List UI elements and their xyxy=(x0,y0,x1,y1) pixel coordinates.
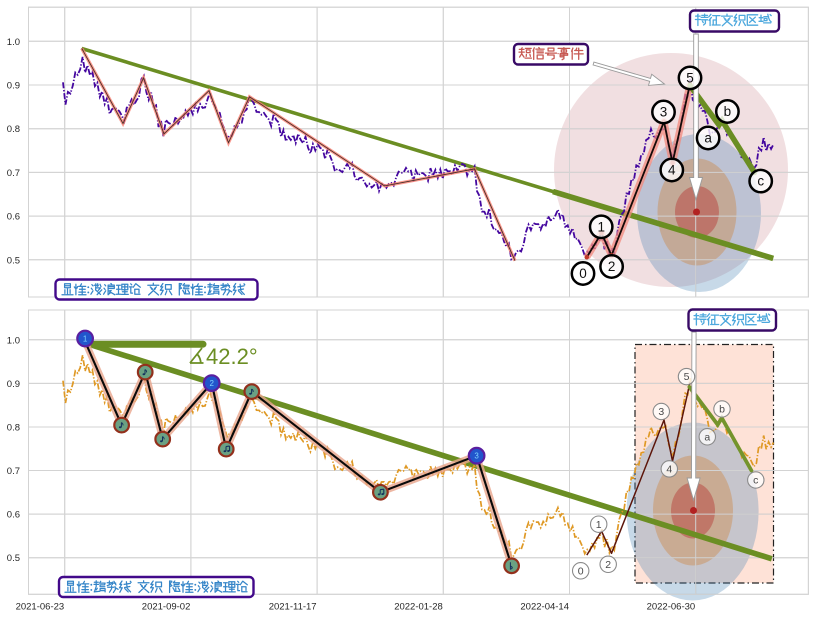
svg-text:2021-11-17: 2021-11-17 xyxy=(269,602,317,613)
svg-text:0.5: 0.5 xyxy=(7,553,20,564)
svg-text:4: 4 xyxy=(668,163,676,178)
svg-text:c: c xyxy=(757,174,764,189)
svg-text:0: 0 xyxy=(579,266,587,281)
svg-text:2022-06-30: 2022-06-30 xyxy=(647,602,696,613)
svg-text:5: 5 xyxy=(686,71,694,86)
svg-text:1: 1 xyxy=(83,335,88,344)
svg-text:2: 2 xyxy=(608,259,616,274)
svg-text:1: 1 xyxy=(597,219,605,234)
svg-text:5: 5 xyxy=(684,371,690,383)
svg-text:3: 3 xyxy=(660,105,668,120)
svg-text:0: 0 xyxy=(578,565,584,577)
svg-text:2022-04-14: 2022-04-14 xyxy=(520,602,569,613)
svg-text:0.7: 0.7 xyxy=(7,168,20,179)
svg-text:3: 3 xyxy=(658,406,664,418)
svg-text:1: 1 xyxy=(596,519,602,531)
svg-text:2021-06-23: 2021-06-23 xyxy=(16,602,65,613)
svg-text:4: 4 xyxy=(666,464,672,476)
svg-text:1.0: 1.0 xyxy=(7,335,20,346)
svg-text:2022-01-28: 2022-01-28 xyxy=(394,602,443,613)
svg-text:0.9: 0.9 xyxy=(7,81,20,92)
svg-text:0.6: 0.6 xyxy=(7,212,20,223)
svg-text:3: 3 xyxy=(474,452,479,461)
svg-text:b: b xyxy=(719,404,725,416)
svg-text:a: a xyxy=(704,431,710,443)
svg-text:0.8: 0.8 xyxy=(7,423,20,434)
svg-text:0.9: 0.9 xyxy=(7,379,20,390)
svg-text:2: 2 xyxy=(209,379,214,388)
svg-text:0.8: 0.8 xyxy=(7,124,20,135)
svg-text:a: a xyxy=(704,131,712,146)
svg-text:c: c xyxy=(753,475,758,487)
svg-text:2: 2 xyxy=(605,559,611,571)
svg-text:b: b xyxy=(724,104,732,119)
svg-text:2021-09-02: 2021-09-02 xyxy=(142,602,191,613)
svg-text:42.2°: 42.2° xyxy=(206,344,258,369)
svg-text:0.7: 0.7 xyxy=(7,466,20,477)
svg-text:0.6: 0.6 xyxy=(7,510,20,521)
svg-text:0.5: 0.5 xyxy=(7,255,20,266)
svg-text:1.0: 1.0 xyxy=(7,37,20,48)
